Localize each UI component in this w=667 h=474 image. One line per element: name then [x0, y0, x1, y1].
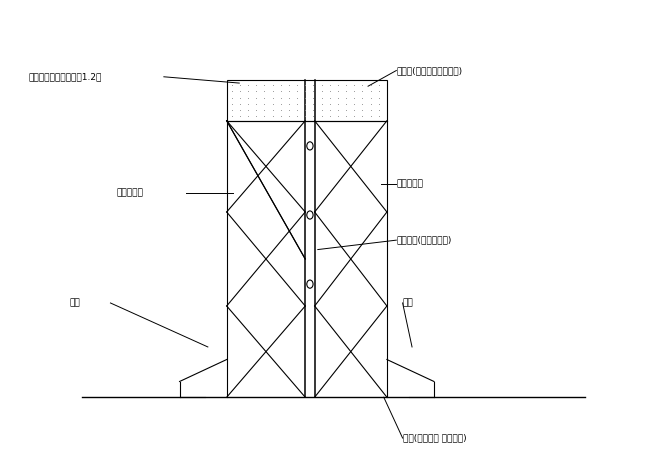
Text: 工作区(周边用安全网防护): 工作区(周边用安全网防护): [396, 66, 462, 75]
Text: 通用架体一: 通用架体一: [117, 189, 143, 198]
Text: 斜撑: 斜撑: [69, 299, 80, 308]
Text: 斜撑: 斜撑: [403, 299, 414, 308]
Text: 固定铁丝(不少于三处): 固定铁丝(不少于三处): [396, 236, 452, 245]
Text: 基底(必须平整 稳固可靠): 基底(必须平整 稳固可靠): [403, 434, 466, 443]
Text: 通用架体二: 通用架体二: [396, 179, 423, 188]
Bar: [227, 80, 387, 121]
Text: 竖直安全网高度不小于1.2米: 竖直安全网高度不小于1.2米: [29, 72, 102, 81]
